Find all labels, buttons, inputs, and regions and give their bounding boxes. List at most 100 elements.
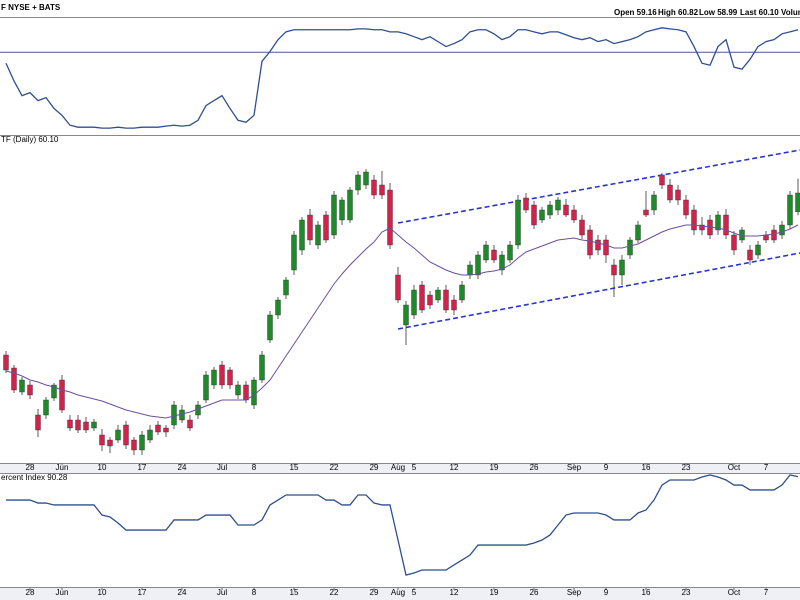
candle-body xyxy=(675,189,681,201)
x-tick-label: 26 xyxy=(530,463,539,472)
candle-body xyxy=(283,279,289,296)
x-tick-label: 22 xyxy=(330,588,339,597)
candle-body xyxy=(491,249,497,261)
candle-body xyxy=(347,189,353,221)
candle-body xyxy=(643,209,649,216)
candle-body xyxy=(83,421,89,431)
candle-body xyxy=(459,284,465,301)
x-tick-label: 24 xyxy=(178,463,187,472)
candle-body xyxy=(507,244,513,261)
candle-body xyxy=(419,284,425,311)
candle-body xyxy=(531,204,537,226)
indicator-line xyxy=(5,27,799,129)
candle-body xyxy=(115,429,121,441)
candle-body xyxy=(563,204,569,216)
candle-body xyxy=(363,171,369,186)
x-tick-label: 10 xyxy=(98,588,107,597)
x-tick-label: 15 xyxy=(290,463,299,472)
candle-body xyxy=(131,439,137,451)
x-tick-label: 5 xyxy=(412,463,417,472)
x-tick-label: 12 xyxy=(450,588,459,597)
x-tick-label: 15 xyxy=(290,588,299,597)
candle-body xyxy=(387,189,393,246)
candle-body xyxy=(227,369,233,386)
candle-body xyxy=(451,299,457,311)
candle-body xyxy=(187,419,193,429)
x-tick-label: 26 xyxy=(530,588,539,597)
candle-body xyxy=(539,209,545,221)
candle-body xyxy=(587,229,593,256)
candle-body xyxy=(691,209,697,231)
panel-title: TF (Daily) 60.10 xyxy=(1,135,59,144)
candle-body xyxy=(475,254,481,276)
x-tick-label: Aug xyxy=(391,588,405,597)
candle-body xyxy=(67,419,73,429)
candle-body xyxy=(371,179,377,196)
candle-body xyxy=(139,434,145,451)
candle-body xyxy=(467,264,473,276)
candle-body xyxy=(27,384,33,396)
x-tick-label: 16 xyxy=(642,463,651,472)
candle-body xyxy=(523,197,529,211)
candle-body xyxy=(403,304,409,326)
candle-body xyxy=(251,379,257,406)
candle-body xyxy=(163,427,169,433)
candle-body xyxy=(771,229,777,241)
candle-body xyxy=(547,204,553,216)
quote-volume: Volume xyxy=(781,8,800,17)
candle-body xyxy=(123,424,129,446)
x-tick-label: 29 xyxy=(370,588,379,597)
x-tick-label: Jul xyxy=(217,588,227,597)
candle-body xyxy=(171,404,177,426)
candle-body xyxy=(659,174,665,186)
x-tick-label: Sep xyxy=(567,463,582,472)
candle-body xyxy=(267,314,273,341)
x-tick-label: 7 xyxy=(764,588,769,597)
x-tick-label: 16 xyxy=(642,588,651,597)
x-tick-label: 7 xyxy=(764,463,769,472)
candle-body xyxy=(19,379,25,393)
candle-body xyxy=(499,254,505,271)
candle-body xyxy=(411,289,417,316)
x-tick-label: 10 xyxy=(98,463,107,472)
candle-body xyxy=(147,429,153,441)
quote-open: Open 59.16 xyxy=(614,8,657,17)
candle-body xyxy=(315,224,321,246)
candle-body xyxy=(259,354,265,381)
candle-body xyxy=(3,354,9,371)
candle-body xyxy=(667,184,673,201)
candle-body xyxy=(571,209,577,221)
candle-body xyxy=(51,384,57,399)
x-tick-label: 28 xyxy=(26,588,35,597)
candle-body xyxy=(219,364,225,386)
x-tick-label: 29 xyxy=(370,463,379,472)
x-tick-label: 28 xyxy=(26,463,35,472)
candle-body xyxy=(379,184,385,196)
x-tick-label: 8 xyxy=(252,463,257,472)
x-axis-band xyxy=(0,587,800,600)
candle-body xyxy=(179,409,185,421)
candle-body xyxy=(619,259,625,276)
x-tick-label: 12 xyxy=(450,463,459,472)
candle-body xyxy=(779,224,785,236)
candle-body xyxy=(723,214,729,236)
candle-body xyxy=(715,214,721,231)
candle-body xyxy=(603,239,609,256)
panel-title: F NYSE + BATS xyxy=(1,3,61,12)
x-tick-label: Jun xyxy=(56,463,69,472)
candle-body xyxy=(435,289,441,301)
candle-body xyxy=(763,234,769,241)
candle-body xyxy=(651,194,657,211)
candle-body xyxy=(683,199,689,216)
candle-body xyxy=(747,249,753,261)
quote-high: High 60.82 xyxy=(658,8,699,17)
candle-body xyxy=(443,289,449,311)
candle-body xyxy=(323,214,329,241)
quote-last: Last 60.10 xyxy=(740,8,779,17)
trend-line xyxy=(397,149,800,224)
indicator-line xyxy=(6,474,799,576)
x-tick-label: 17 xyxy=(138,463,147,472)
x-tick-label: 9 xyxy=(604,463,609,472)
